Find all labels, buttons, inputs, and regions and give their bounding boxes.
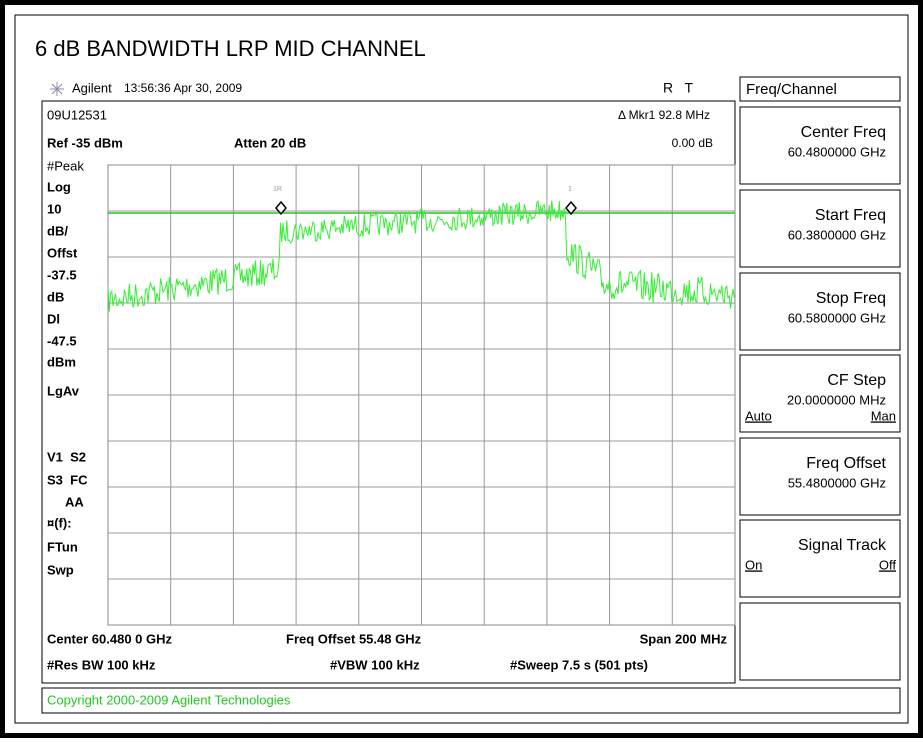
title: 6 dB BANDWIDTH LRP MID CHANNEL (35, 36, 426, 61)
attenuation: Atten 20 dB (234, 135, 306, 150)
softkey-value: 20.0000000 MHz (787, 392, 886, 407)
timestamp: 13:56:36 Apr 30, 2009 (124, 81, 242, 95)
markers (275, 200, 577, 216)
softkey-option: Auto (745, 408, 772, 423)
softkey[interactable] (739, 106, 901, 185)
softkey-label: Start Freq (815, 207, 886, 224)
side-label: Dl (47, 311, 60, 326)
marker-tag: 1R (273, 186, 282, 193)
ref-level: Ref -35 dBm (47, 135, 123, 150)
marker-delta: 0.00 dB (672, 136, 713, 150)
softkey[interactable] (739, 437, 901, 516)
softkey-value: 55.4800000 GHz (788, 475, 886, 490)
side-label: FTun (47, 539, 78, 554)
side-label: dB/ (47, 223, 68, 238)
side-label: Offst (47, 245, 78, 260)
softkey-value: 60.3800000 GHz (788, 227, 886, 242)
softkey-label: Freq Offset (806, 455, 886, 472)
softkey[interactable] (739, 189, 901, 268)
softkey-option: Off (879, 557, 896, 572)
softkey-value: 60.5800000 GHz (788, 310, 886, 325)
menu-title: Freq/Channel (746, 81, 837, 98)
softkey[interactable] (739, 519, 901, 598)
graticule (107, 164, 736, 626)
softkey-label: Center Freq (801, 124, 886, 141)
side-label: S3 FC (47, 472, 88, 487)
screen-id: 09U12531 (47, 107, 107, 122)
side-label: ¤(f): (47, 515, 72, 530)
marker-readout: Δ Mkr1 92.8 MHz (618, 108, 710, 122)
inner-frame (14, 14, 909, 724)
softkey[interactable] (739, 602, 901, 681)
side-label: LgAv (47, 383, 80, 398)
softkey[interactable] (739, 354, 901, 433)
res-bw: #Res BW 100 kHz (47, 657, 156, 672)
side-label: dB (47, 289, 64, 304)
span: Span 200 MHz (640, 631, 728, 646)
marker-tag: 1 (568, 186, 572, 193)
side-label: Log (47, 179, 71, 194)
status-flags: R T (663, 80, 694, 96)
center-freq: Center 60.480 0 GHz (47, 631, 173, 646)
side-label: V1 S2 (47, 449, 86, 464)
softkey-label: Stop Freq (816, 290, 886, 307)
side-label: #Peak (47, 158, 84, 173)
freq-offset: Freq Offset 55.48 GHz (286, 631, 422, 646)
status-bar (41, 687, 901, 714)
brand: Agilent (72, 80, 112, 95)
copyright: Copyright 2000-2009 Agilent Technologies (47, 692, 291, 707)
softkey-option: Man (871, 408, 896, 423)
side-label: AA (65, 494, 84, 509)
side-label: -37.5 (47, 267, 77, 282)
sweep: #Sweep 7.5 s (501 pts) (510, 657, 648, 672)
vbw: #VBW 100 kHz (330, 657, 420, 672)
side-label: dBm (47, 354, 76, 369)
softkey-label: CF Step (827, 372, 886, 389)
softkey-value: 60.4800000 GHz (788, 144, 886, 159)
side-label: Swp (47, 562, 74, 577)
softkey-label: Signal Track (798, 537, 887, 554)
softkey[interactable] (739, 272, 901, 351)
side-label: 10 (47, 201, 61, 216)
menu-title-box (739, 76, 901, 102)
agilent-logo (50, 82, 64, 96)
side-label: -47.5 (47, 333, 77, 348)
trace (107, 199, 735, 312)
softkey-option: On (745, 557, 762, 572)
screen (41, 100, 736, 684)
